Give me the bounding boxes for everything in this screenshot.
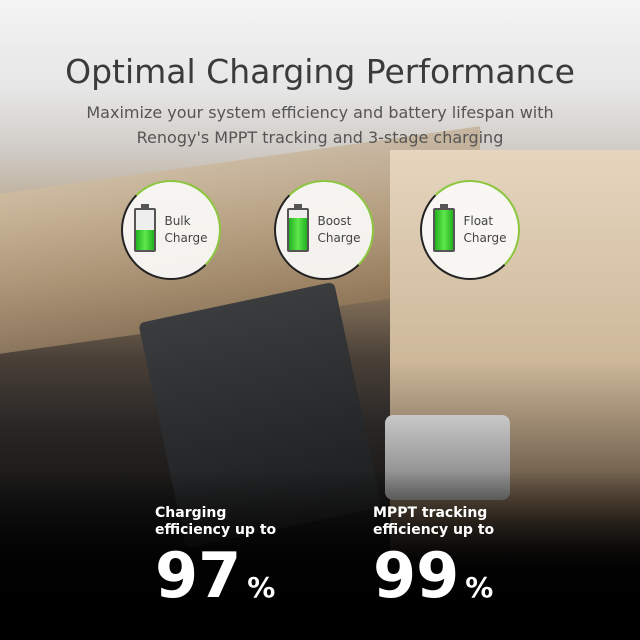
stat-label: Charging <box>155 505 227 521</box>
bottom-fade <box>0 470 640 640</box>
stat-mppt-efficiency: MPPT tracking efficiency up to 99% <box>373 505 494 612</box>
stage-label: Charge <box>164 231 208 245</box>
subtitle-line: Maximize your system efficiency and batt… <box>86 103 554 122</box>
stat-charging-efficiency: Charging efficiency up to 97% <box>155 505 276 612</box>
stat-unit: % <box>465 571 494 604</box>
battery-icon <box>134 204 157 252</box>
stage-label: Charge <box>317 231 361 245</box>
battery-icon <box>433 204 456 252</box>
stage-badge-float: Float Charge <box>420 180 520 280</box>
stat-label: efficiency up to <box>155 522 277 538</box>
stage-badge-bulk: Bulk Charge <box>121 180 221 280</box>
stat-value: 97 <box>155 539 242 612</box>
subtitle: Maximize your system efficiency and batt… <box>0 100 640 150</box>
subtitle-line: Renogy's MPPT tracking and 3-stage charg… <box>136 128 504 147</box>
page-title: Optimal Charging Performance <box>65 52 575 91</box>
stage-label: Charge <box>463 231 507 245</box>
stage-label: Float <box>463 214 494 228</box>
stat-label: MPPT tracking <box>373 505 488 521</box>
stat-unit: % <box>247 571 276 604</box>
stage-label: Boost <box>317 214 352 228</box>
stat-label: efficiency up to <box>373 522 495 538</box>
stage-label: Bulk <box>164 214 191 228</box>
stage-badge-boost: Boost Charge <box>274 180 374 280</box>
battery-icon <box>287 204 310 252</box>
stat-value: 99 <box>373 539 460 612</box>
